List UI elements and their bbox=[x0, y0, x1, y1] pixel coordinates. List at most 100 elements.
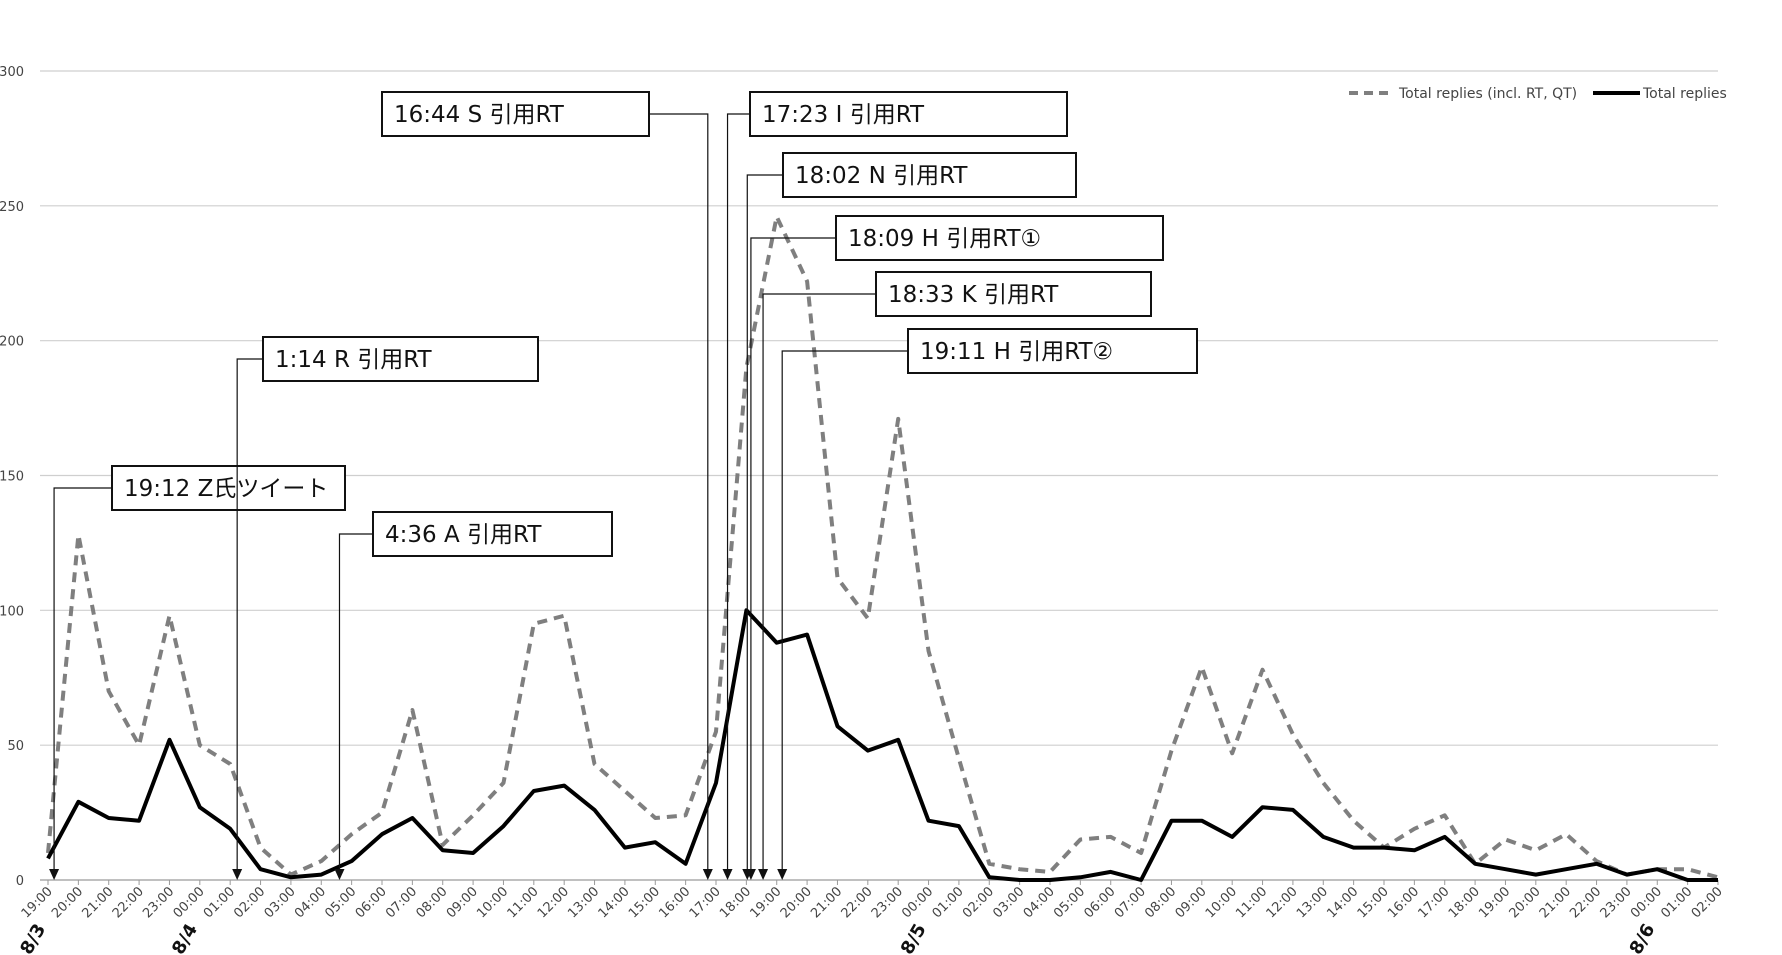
x-tick-label: 22:00 bbox=[839, 884, 876, 921]
annotation-box bbox=[907, 328, 1198, 374]
x-tick-label: 10:00 bbox=[1203, 884, 1240, 921]
x-tick-label: 04:00 bbox=[292, 884, 329, 921]
annotation-box bbox=[372, 511, 613, 557]
date-label: 8/5 bbox=[897, 920, 931, 955]
x-tick-label: 07:00 bbox=[1112, 884, 1149, 921]
annotation-label: 1:14 R 引用RT bbox=[275, 347, 433, 373]
x-tick-label: 05:00 bbox=[1051, 884, 1088, 921]
series-line-total-incl-rt-qt bbox=[46, 214, 1719, 880]
x-tick-label: 16:00 bbox=[1385, 884, 1422, 921]
x-tick-label: 23:00 bbox=[140, 884, 177, 921]
date-label: 8/4 bbox=[168, 920, 202, 955]
legend: Total replies (incl. RT, QT) Total repli… bbox=[1349, 86, 1727, 102]
annotation-connector bbox=[644, 113, 709, 870]
annotation-arrowhead bbox=[334, 869, 345, 880]
annotation-label: 19:11 H 引用RT② bbox=[920, 339, 1113, 365]
y-tick-label: 300 bbox=[0, 65, 24, 80]
annotation-box bbox=[381, 91, 650, 137]
y-tick-label: 50 bbox=[7, 739, 24, 754]
series-lines bbox=[46, 214, 1719, 882]
annotation-arrowhead bbox=[758, 869, 769, 880]
x-tick-label: 04:00 bbox=[1021, 884, 1058, 921]
x-tick-label: 22:00 bbox=[1567, 884, 1604, 921]
annotation-connector bbox=[750, 237, 836, 870]
x-tick-label: 02:00 bbox=[1689, 884, 1726, 921]
y-tick-label: 0 bbox=[16, 874, 24, 889]
annotation-box bbox=[875, 271, 1152, 317]
x-tick-label: 19:00 bbox=[747, 884, 784, 921]
x-tick-label: 18:00 bbox=[1446, 884, 1483, 921]
annotation: 16:44 S 引用RT bbox=[381, 91, 713, 880]
x-axis-ticks: 19:0020:0021:0022:0023:0000:0001:0002:00… bbox=[19, 880, 1726, 921]
x-tick-label: 19:00 bbox=[1476, 884, 1513, 921]
x-tick-label: 15:00 bbox=[1355, 884, 1392, 921]
x-tick-label: 17:00 bbox=[1415, 884, 1452, 921]
x-tick-label: 18:00 bbox=[717, 884, 754, 921]
x-tick-label: 08:00 bbox=[1142, 884, 1179, 921]
x-tick-label: 06:00 bbox=[353, 884, 390, 921]
x-tick-label: 13:00 bbox=[565, 884, 602, 921]
annotation-connector bbox=[53, 487, 112, 870]
x-tick-label: 11:00 bbox=[1233, 884, 1270, 921]
x-tick-label: 00:00 bbox=[1628, 884, 1665, 921]
x-tick-label: 20:00 bbox=[1507, 884, 1544, 921]
x-tick-label: 05:00 bbox=[322, 884, 359, 921]
y-tick-label: 150 bbox=[0, 470, 24, 485]
x-tick-label: 14:00 bbox=[596, 884, 633, 921]
x-tick-label: 20:00 bbox=[778, 884, 815, 921]
annotation-box bbox=[749, 91, 1068, 137]
x-tick-label: 00:00 bbox=[899, 884, 936, 921]
annotation-box bbox=[262, 336, 539, 382]
annotation: 1:14 R 引用RT bbox=[232, 336, 539, 880]
legend-label-dashed: Total replies (incl. RT, QT) bbox=[1398, 86, 1577, 102]
y-tick-label: 200 bbox=[0, 335, 24, 350]
x-tick-label: 17:00 bbox=[687, 884, 724, 921]
annotation-arrowhead bbox=[702, 869, 713, 880]
date-label: 8/3 bbox=[16, 920, 50, 955]
x-tick-label: 12:00 bbox=[1264, 884, 1301, 921]
y-tick-label: 100 bbox=[0, 604, 24, 619]
x-tick-label: 01:00 bbox=[201, 884, 238, 921]
annotation-connector bbox=[781, 350, 908, 870]
annotation: 4:36 A 引用RT bbox=[334, 511, 613, 880]
date-label: 8/6 bbox=[1626, 920, 1660, 955]
annotation-label: 18:02 N 引用RT bbox=[795, 163, 968, 189]
x-tick-label: 21:00 bbox=[1537, 884, 1574, 921]
annotation-label: 18:09 H 引用RT① bbox=[848, 226, 1041, 252]
annotation-connector bbox=[338, 533, 373, 870]
annotation-arrowhead bbox=[49, 869, 60, 880]
annotation-label: 17:23 I 引用RT bbox=[762, 102, 925, 128]
legend-label-solid: Total replies bbox=[1642, 86, 1727, 102]
annotation-connector bbox=[726, 113, 750, 870]
annotation: 19:12 Z氏ツイート bbox=[49, 465, 346, 880]
annotations: 19:12 Z氏ツイート 1:14 R 引用RT 4:36 A 引用RT 16:44 … bbox=[49, 91, 1198, 880]
annotation-label: 19:12 Z氏ツイート bbox=[124, 476, 328, 502]
annotation: 18:02 N 引用RT bbox=[742, 152, 1077, 880]
x-tick-label: 13:00 bbox=[1294, 884, 1331, 921]
annotation-connector bbox=[746, 174, 783, 870]
x-tick-label: 09:00 bbox=[444, 884, 481, 921]
x-tick-label: 21:00 bbox=[808, 884, 845, 921]
x-tick-label: 15:00 bbox=[626, 884, 663, 921]
annotation-arrowhead bbox=[777, 869, 788, 880]
annotation-connector bbox=[236, 358, 263, 870]
x-tick-label: 23:00 bbox=[1598, 884, 1635, 921]
annotation-label: 18:33 K 引用RT bbox=[888, 282, 1059, 308]
x-tick-label: 12:00 bbox=[535, 884, 572, 921]
x-tick-label: 21:00 bbox=[79, 884, 116, 921]
x-tick-label: 09:00 bbox=[1173, 884, 1210, 921]
x-tick-label: 11:00 bbox=[505, 884, 542, 921]
x-tick-label: 07:00 bbox=[383, 884, 420, 921]
annotation-label: 4:36 A 引用RT bbox=[385, 522, 542, 548]
annotation-arrowhead bbox=[232, 869, 243, 880]
annotation-arrowhead bbox=[745, 869, 756, 880]
x-tick-label: 08:00 bbox=[413, 884, 450, 921]
x-tick-label: 23:00 bbox=[869, 884, 906, 921]
x-tick-label: 02:00 bbox=[960, 884, 997, 921]
annotation-box bbox=[111, 465, 346, 511]
series-line-total bbox=[46, 608, 1718, 882]
y-axis-ticks: 0 50 100 150 200 250 300 bbox=[0, 65, 24, 889]
annotation-arrowhead bbox=[722, 869, 733, 880]
x-tick-label: 01:00 bbox=[930, 884, 967, 921]
